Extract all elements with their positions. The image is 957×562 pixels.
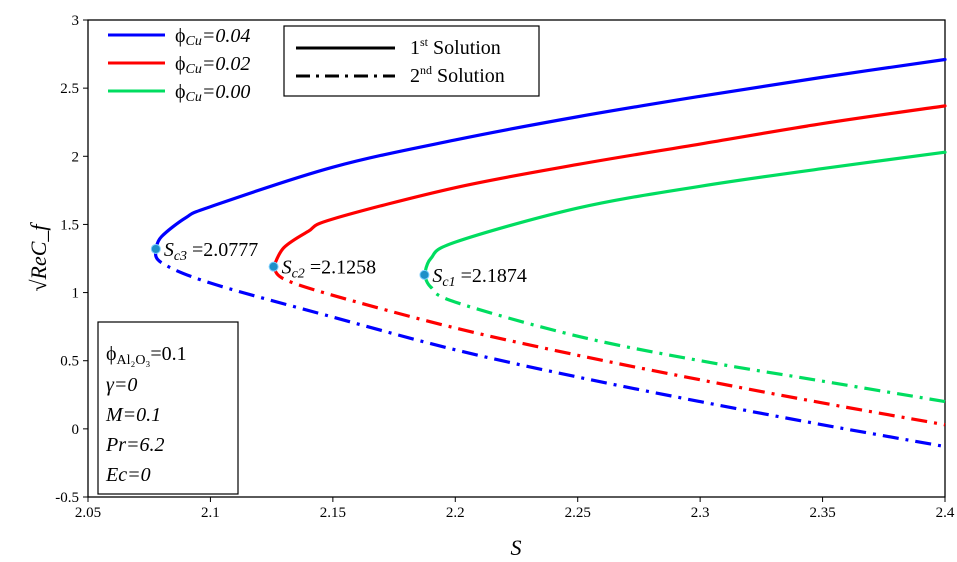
legend-second-solution: 2nd Solution [410, 63, 505, 87]
legend-first-solution: 1st Solution [410, 35, 501, 59]
svg-text:ϕCu=0.02: ϕCu=0.02 [175, 53, 250, 77]
critical-point-marker [268, 261, 279, 272]
series-layer [153, 57, 947, 449]
series-cu000-first-solution [422, 150, 947, 277]
param-phi-al2o3: ϕAl₂O₃=0.1 [106, 343, 187, 368]
param-ec: Ec=0 [105, 464, 151, 486]
x-tick-label: 2.35 [809, 505, 835, 521]
y-tick-label: 0.5 [60, 354, 79, 370]
y-tick-label: 0 [72, 422, 80, 438]
critical-point-label: Sc1 =2.1874 [432, 265, 527, 290]
y-tick-label: 2.5 [60, 81, 79, 97]
plot-area-frame [87, 19, 946, 498]
x-tick-label: 2.4 [936, 505, 955, 521]
y-tick-label: -0.5 [55, 490, 79, 506]
series-cu002-first-solution [272, 104, 947, 269]
critical-point-marker [419, 269, 430, 280]
x-tick-label: 2.15 [320, 505, 346, 521]
param-pr: Pr=6.2 [105, 434, 165, 456]
x-tick-label: 2.05 [75, 505, 101, 521]
x-tick-label: 2.1 [201, 505, 220, 521]
svg-text:ϕCu=0.04: ϕCu=0.04 [175, 25, 250, 49]
y-axis-ticks: -0.5 0 0.5 1 1.5 2 2.5 3 [55, 13, 88, 506]
parameter-box: ϕAl₂O₃=0.1 γ=0 M=0.1 Pr=6.2 Ec=0 [97, 321, 239, 495]
series-cu004-second-solution [153, 248, 946, 449]
y-axis-title: √ReC_f [26, 222, 51, 292]
parameter-box-frame [97, 321, 239, 495]
legend-series: ϕCu=0.04 ϕCu=0.02 ϕCu=0.00 [108, 25, 250, 105]
x-axis-title: S [511, 535, 522, 560]
y-axis-title-text: √ReC_f [26, 222, 51, 292]
x-tick-label: 2.3 [691, 505, 710, 521]
y-tick-label: 1 [72, 286, 80, 302]
y-tick-label: 3 [72, 13, 80, 29]
svg-text:ϕCu=0.00: ϕCu=0.00 [175, 81, 250, 105]
critical-point-marker [150, 243, 161, 254]
series-cu002-second-solution [272, 265, 946, 427]
critical-point-label: Sc2 =2.1258 [282, 257, 377, 282]
y-tick-label: 1.5 [60, 217, 79, 233]
param-gamma: γ=0 [106, 374, 137, 396]
legend-style-box [283, 25, 540, 97]
x-tick-label: 2.25 [565, 505, 591, 521]
x-axis-ticks: 2.05 2.1 2.15 2.2 2.25 2.3 2.35 2.4 [75, 497, 955, 521]
critical-point-label: Sc3 =2.0777 [164, 239, 259, 264]
y-tick-label: 2 [72, 149, 80, 165]
param-m: M=0.1 [105, 404, 161, 426]
x-tick-label: 2.2 [446, 505, 465, 521]
legend-style: 1st Solution 2nd Solution [283, 25, 540, 97]
svg-text:√ReC_f: √ReC_f [26, 222, 51, 292]
critical-points: Sc3 =2.0777 Sc2 =2.1258 Sc1 =2.1874 [150, 239, 527, 290]
series-cu004-first-solution [154, 57, 947, 251]
series-cu000-second-solution [422, 274, 946, 404]
